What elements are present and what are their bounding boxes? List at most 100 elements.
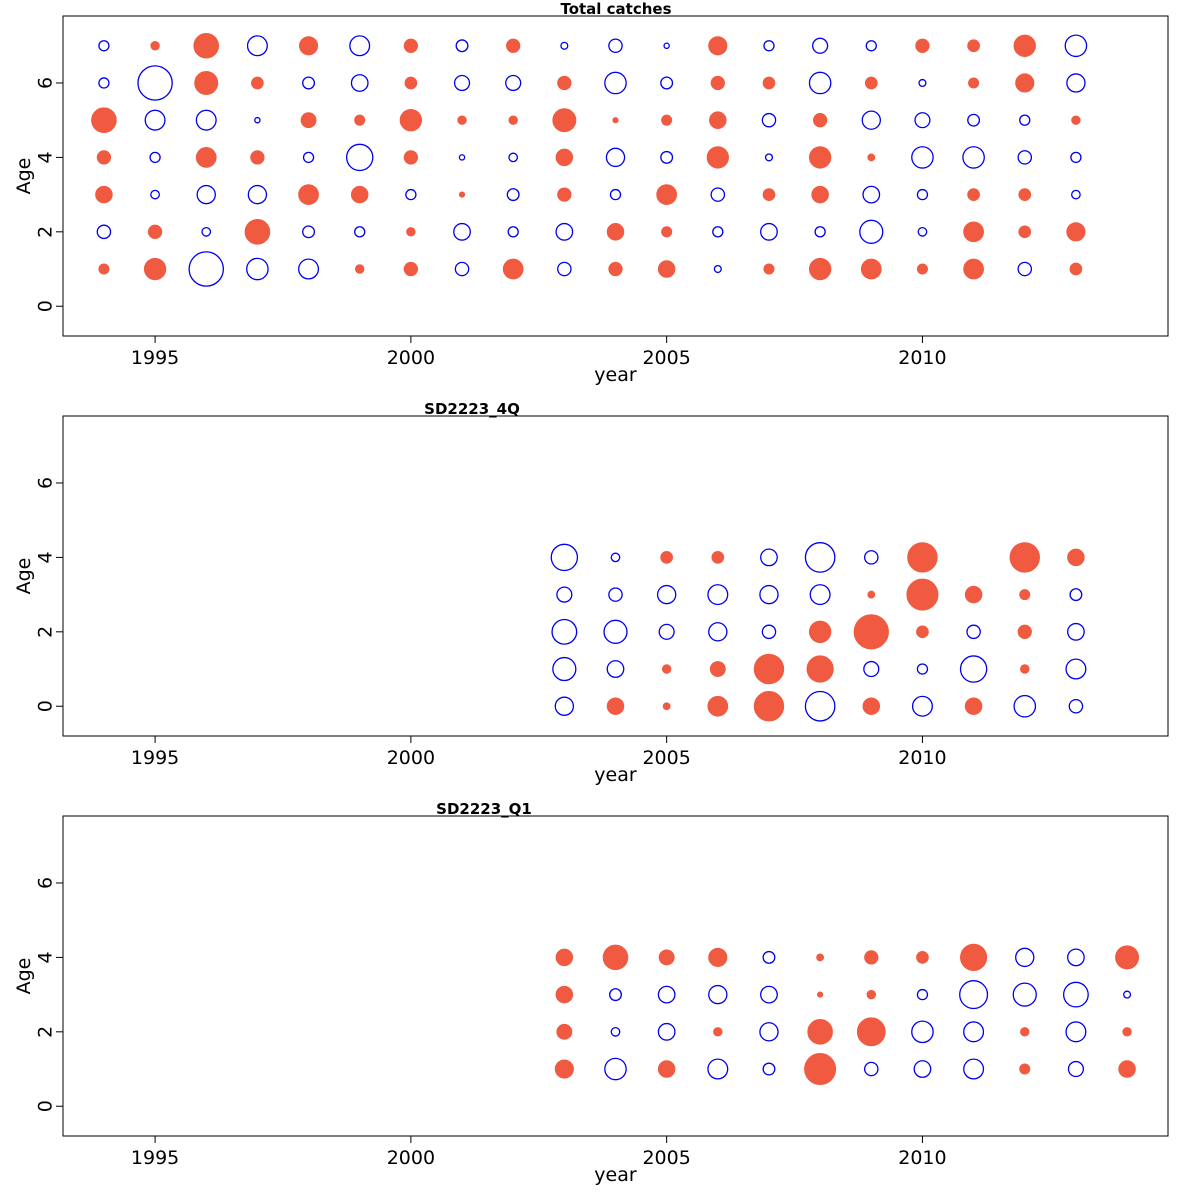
bubble-2003-age-4 xyxy=(555,948,574,967)
bubble-2003-age-3 xyxy=(555,985,574,1004)
bubble-2012-age-0 xyxy=(1013,694,1037,718)
bubble-2012-age-5 xyxy=(1019,114,1031,126)
bubble-chart-1: Total catches 1995 2000 2005 2010 0 2 4 6 year Age xyxy=(13,0,1169,386)
bubble-2009-age-3 xyxy=(862,185,881,204)
bubble-2010-age-2 xyxy=(911,1020,934,1044)
bubble-1997-age-4 xyxy=(250,150,265,165)
bubble-2013-age-0 xyxy=(1068,698,1084,714)
bubble-1998-age-3 xyxy=(298,184,319,205)
bubble-1995-age-4 xyxy=(149,151,161,164)
bubble-2009-age-2 xyxy=(856,1017,886,1047)
bubble-1998-age-6 xyxy=(302,76,316,90)
bubble-2010-age-2 xyxy=(916,625,929,639)
bubble-2008-age-1 xyxy=(804,1053,837,1086)
x-tick-label: 2000 xyxy=(387,747,435,769)
bubble-2009-age-1 xyxy=(860,258,882,280)
bubble-2005-age-4 xyxy=(660,150,674,164)
bubble-2010-age-3 xyxy=(906,578,939,611)
y-tick-label: 6 xyxy=(35,477,57,489)
bubble-2006-age-6 xyxy=(710,75,725,91)
bubble-2012-age-2 xyxy=(1018,225,1032,239)
x-tick-label: 1995 xyxy=(131,747,179,769)
bubble-2010-age-4 xyxy=(907,542,938,573)
y-axis-label: Age xyxy=(13,558,35,595)
chart-title: Total catches xyxy=(560,0,671,18)
bubble-1999-age-2 xyxy=(354,226,366,238)
bubble-2007-age-4 xyxy=(764,153,774,162)
bubble-2010-age-2 xyxy=(917,226,928,237)
bubble-2013-age-4 xyxy=(1070,151,1082,164)
bubble-2009-age-4 xyxy=(867,153,876,162)
bubble-2008-age-3 xyxy=(811,185,829,204)
bubble-2009-age-3 xyxy=(867,590,876,599)
x-tick-label: 2000 xyxy=(387,347,435,369)
bubble-2010-age-1 xyxy=(916,663,929,675)
bubble-2008-age-5 xyxy=(812,113,828,128)
bubble-2007-age-7 xyxy=(763,40,775,52)
bubble-2013-age-7 xyxy=(1064,34,1088,58)
bubble-2003-age-4 xyxy=(550,543,579,572)
plot-frame xyxy=(62,415,1169,737)
bubble-2003-age-2 xyxy=(556,1023,573,1040)
bubble-2009-age-3 xyxy=(866,989,877,1000)
bubble-2004-age-4 xyxy=(610,552,621,563)
bubble-2008-age-2 xyxy=(814,226,826,238)
bubble-2013-age-2 xyxy=(1066,222,1086,242)
bubble-2011-age-3 xyxy=(964,585,983,604)
bubble-2005-age-1 xyxy=(657,1060,676,1078)
bubble-2013-age-3 xyxy=(1062,981,1089,1008)
bubble-2009-age-7 xyxy=(865,40,877,52)
bubble-2005-age-6 xyxy=(660,76,674,90)
bubble-2007-age-2 xyxy=(759,1022,779,1042)
bubble-1999-age-4 xyxy=(345,143,374,172)
bubble-2011-age-5 xyxy=(967,113,981,127)
bubble-2003-age-1 xyxy=(554,1059,574,1079)
bubble-1994-age-3 xyxy=(95,185,113,204)
bubble-1994-age-6 xyxy=(98,77,110,89)
bubble-2004-age-1 xyxy=(606,660,625,678)
bubble-2005-age-0 xyxy=(662,702,671,711)
bubble-1996-age-3 xyxy=(196,184,216,205)
bubble-2003-age-0 xyxy=(554,696,575,716)
bubble-2005-age-2 xyxy=(658,623,675,640)
bubble-2000-age-7 xyxy=(403,38,419,53)
bubble-2003-age-3 xyxy=(557,187,572,202)
bubble-2002-age-2 xyxy=(507,226,519,238)
bubble-2005-age-1 xyxy=(661,664,672,674)
bubble-1997-age-7 xyxy=(246,35,268,57)
bubble-2002-age-4 xyxy=(508,152,519,163)
bubble-1997-age-2 xyxy=(244,219,271,245)
bubble-2012-age-3 xyxy=(1012,982,1037,1007)
bubble-2013-age-5 xyxy=(1071,115,1081,125)
bubble-2001-age-2 xyxy=(453,222,471,241)
bubble-2002-age-6 xyxy=(505,74,522,92)
bubble-2008-age-3 xyxy=(809,584,831,606)
x-tick-label: 2005 xyxy=(642,347,690,369)
x-tick-label: 1995 xyxy=(131,347,179,369)
bubble-2005-age-2 xyxy=(661,226,673,238)
bubble-2007-age-2 xyxy=(761,624,777,640)
bubble-2010-age-6 xyxy=(918,78,927,88)
bubble-2011-age-2 xyxy=(963,221,984,243)
x-axis-label: year xyxy=(594,364,637,386)
bubble-2010-age-5 xyxy=(914,112,931,129)
bubble-2009-age-6 xyxy=(864,76,878,90)
bubble-2001-age-5 xyxy=(457,115,467,125)
bubble-2006-age-3 xyxy=(710,187,726,202)
bubble-1996-age-2 xyxy=(201,226,212,237)
bubble-2001-age-1 xyxy=(454,261,470,277)
bubble-1997-age-6 xyxy=(251,76,264,90)
bubble-2000-age-1 xyxy=(403,261,419,277)
bubble-2004-age-5 xyxy=(612,117,619,124)
y-tick-label: 6 xyxy=(35,77,57,89)
bubble-1999-age-5 xyxy=(354,114,366,126)
bubble-2006-age-5 xyxy=(709,111,727,129)
bubble-2005-age-7 xyxy=(663,42,670,50)
bubble-2003-age-5 xyxy=(552,108,577,133)
bubble-1999-age-3 xyxy=(350,185,369,204)
bubble-2012-age-4 xyxy=(1015,947,1035,968)
bubble-2000-age-2 xyxy=(406,227,416,237)
bubble-2010-age-0 xyxy=(911,695,933,717)
bubble-2002-age-1 xyxy=(502,258,524,280)
bubble-2004-age-3 xyxy=(608,587,623,602)
